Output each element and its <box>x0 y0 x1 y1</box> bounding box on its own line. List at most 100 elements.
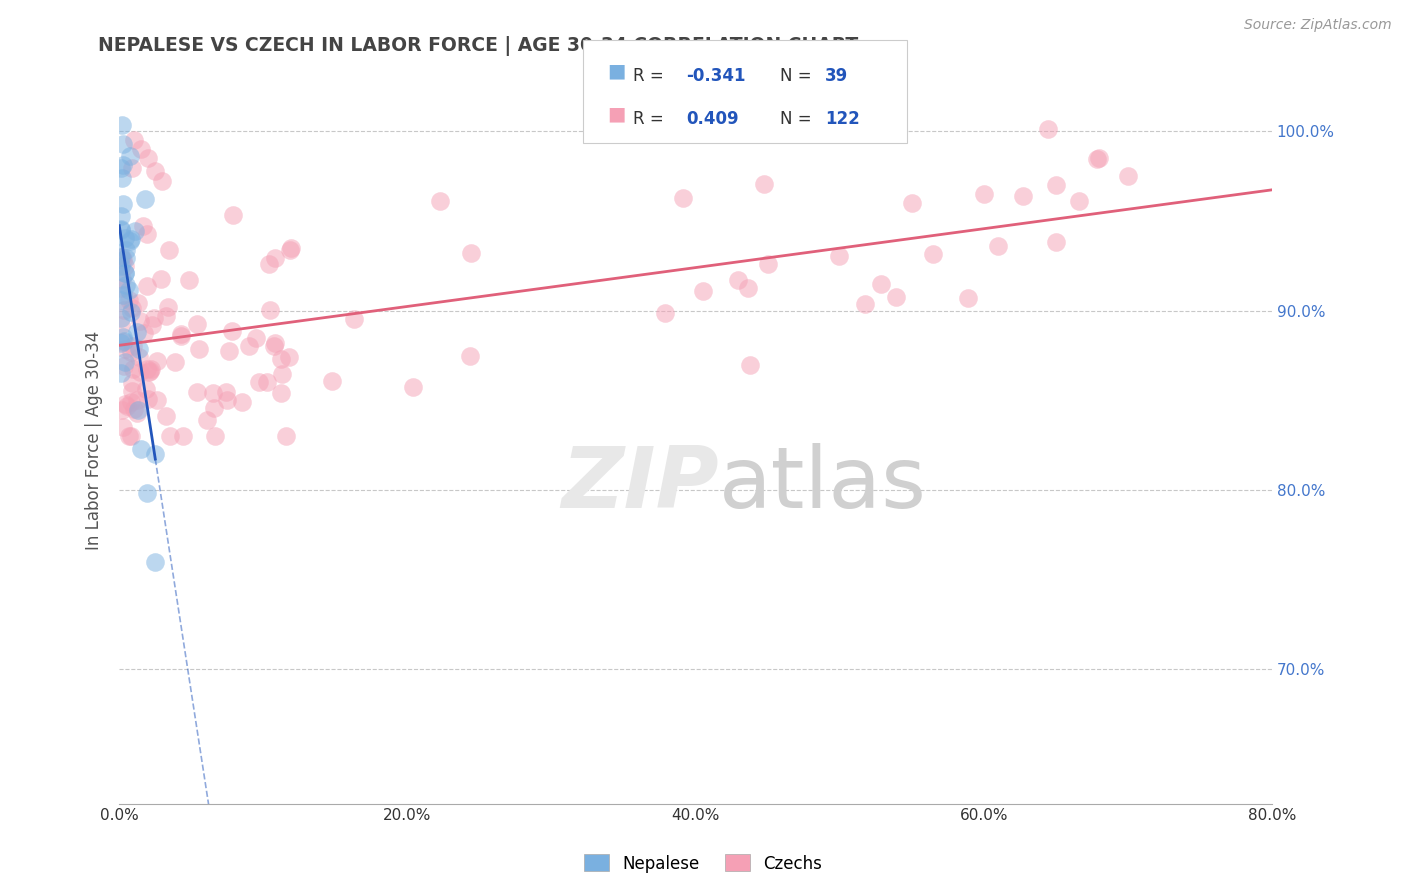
Point <box>1067 194 1090 208</box>
Point <box>120 344 142 359</box>
Point <box>186 318 208 332</box>
Point <box>122 362 145 376</box>
Point <box>128 314 150 328</box>
Point <box>672 191 695 205</box>
Point <box>110 209 132 223</box>
Point <box>143 163 166 178</box>
Point <box>222 208 245 222</box>
Point <box>120 232 142 246</box>
Point <box>231 395 253 409</box>
Point <box>921 247 943 261</box>
Text: 0.409: 0.409 <box>686 110 738 128</box>
Point <box>263 339 285 353</box>
Point <box>121 384 143 398</box>
Text: NEPALESE VS CZECH IN LABOR FORCE | AGE 30-34 CORRELATION CHART: NEPALESE VS CZECH IN LABOR FORCE | AGE 3… <box>98 36 859 55</box>
Text: ■: ■ <box>607 62 626 81</box>
Point <box>118 429 141 443</box>
Point <box>121 376 143 391</box>
Point <box>112 303 135 318</box>
Point <box>343 311 366 326</box>
Point <box>111 170 134 185</box>
Legend: Nepalese, Czechs: Nepalese, Czechs <box>578 847 828 880</box>
Text: Source: ZipAtlas.com: Source: ZipAtlas.com <box>1244 18 1392 32</box>
Point <box>170 328 193 343</box>
Point <box>112 330 135 344</box>
Point <box>1116 169 1139 183</box>
Point <box>853 297 876 311</box>
Point <box>141 318 163 333</box>
Point <box>112 197 135 211</box>
Point <box>155 309 177 323</box>
Point <box>118 293 141 308</box>
Point <box>145 393 167 408</box>
Point <box>114 278 136 293</box>
Point <box>280 243 302 257</box>
Point <box>110 293 132 307</box>
Point <box>217 392 239 407</box>
Point <box>259 302 281 317</box>
Text: atlas: atlas <box>718 442 927 525</box>
Point <box>727 272 749 286</box>
Point <box>111 272 134 286</box>
Point <box>124 402 146 417</box>
Point <box>121 161 143 175</box>
Point <box>202 385 225 400</box>
Point <box>143 311 166 326</box>
Point <box>170 327 193 342</box>
Point <box>112 359 135 374</box>
Point <box>256 376 278 390</box>
Point <box>114 231 136 245</box>
Point <box>111 288 134 302</box>
Text: N =: N = <box>780 110 817 128</box>
Point <box>155 409 177 424</box>
Point <box>828 249 851 263</box>
Point <box>157 244 180 258</box>
Point <box>110 310 132 325</box>
Point <box>957 292 980 306</box>
Point <box>135 361 157 376</box>
Point <box>214 385 236 400</box>
Point <box>127 406 149 420</box>
Text: 39: 39 <box>825 67 849 85</box>
Point <box>973 186 995 201</box>
Text: R =: R = <box>633 67 669 85</box>
Point <box>110 221 132 235</box>
Point <box>138 392 160 407</box>
Point <box>238 339 260 353</box>
Point <box>321 375 343 389</box>
Point <box>756 257 779 271</box>
Point <box>110 161 132 175</box>
Point <box>111 250 134 264</box>
Point <box>111 420 134 434</box>
Point <box>247 375 270 389</box>
Point <box>900 196 922 211</box>
Point <box>136 485 159 500</box>
Point <box>195 413 218 427</box>
Point <box>692 285 714 299</box>
Point <box>110 259 132 273</box>
Point <box>143 555 166 569</box>
Point <box>121 301 143 315</box>
Point <box>460 246 482 260</box>
Point <box>134 326 156 340</box>
Point <box>110 281 132 295</box>
Point <box>110 336 132 351</box>
Point <box>221 324 243 338</box>
Point <box>111 252 134 267</box>
Point <box>111 158 134 172</box>
Text: 122: 122 <box>825 110 860 128</box>
Point <box>122 133 145 147</box>
Point <box>127 295 149 310</box>
Point <box>163 355 186 369</box>
Point <box>129 142 152 156</box>
Point <box>112 136 135 151</box>
Point <box>402 380 425 394</box>
Point <box>245 331 267 345</box>
Point <box>110 367 132 381</box>
Point <box>120 234 142 248</box>
Point <box>139 364 162 378</box>
Point <box>112 334 135 348</box>
Point <box>120 305 142 319</box>
Point <box>114 259 136 273</box>
Point <box>204 429 226 443</box>
